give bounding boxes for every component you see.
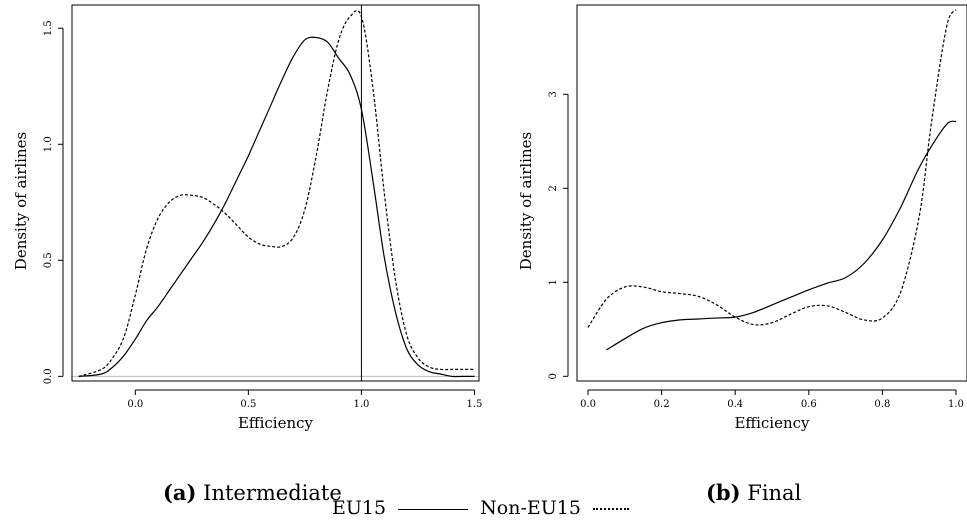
legend: EU15 Non-EU15 <box>0 497 967 519</box>
non-eu15-density-line-b <box>587 9 957 328</box>
plot-frame <box>576 4 967 382</box>
caption-b: (b) Final <box>706 480 801 505</box>
caption-a-text: Intermediate <box>203 481 342 505</box>
panel-b: 0.0 0.2 0.4 0.6 0.8 1.0 0 1 2 3 Efficiency Density … <box>517 4 967 432</box>
x-axis-title: Efficiency <box>238 414 314 432</box>
legend-eu15-line <box>398 508 469 510</box>
caption-a: (a) Intermediate <box>163 480 342 505</box>
legend-non-eu15-label: Non-EU15 <box>480 497 581 519</box>
y-tick-label: 3 <box>548 91 559 97</box>
x-axis-title: Efficiency <box>734 414 810 432</box>
y-tick-label: 1.5 <box>43 20 54 36</box>
x-tick-label: 0.0 <box>580 399 596 410</box>
plot-frame <box>71 4 480 382</box>
x-tick-label: 0.0 <box>127 399 143 410</box>
legend-non-eu15-line <box>592 508 629 510</box>
caption-b-label: (b) <box>706 480 741 505</box>
x-tick-label: 0.5 <box>240 399 256 410</box>
y-axis-title: Density of airlines <box>12 132 30 270</box>
x-tick-label: 0.8 <box>874 399 890 410</box>
x-tick-label: 1.0 <box>353 399 369 410</box>
y-tick-label: 0.0 <box>43 368 54 384</box>
y-tick-label: 2 <box>548 185 559 191</box>
y-tick-label: 1.0 <box>43 136 54 152</box>
x-tick-label: 0.6 <box>801 399 817 410</box>
non-eu15-density-line-a <box>78 9 475 377</box>
y-tick-label: 0 <box>548 373 559 379</box>
eu15-density-line-a <box>78 36 475 378</box>
eu15-density-line-b <box>606 120 957 351</box>
y-tick-label: 0.5 <box>43 252 54 268</box>
x-tick-label: 0.2 <box>654 399 670 410</box>
caption-b-text: Final <box>747 481 802 505</box>
legend-eu15-label: EU15 <box>332 497 387 519</box>
y-axis-title: Density of airlines <box>517 132 535 270</box>
caption-a-label: (a) <box>163 480 197 505</box>
panel-a: 0.0 0.5 1.0 1.5 0.0 0.5 1.0 1.5 Efficiency Densit… <box>12 4 483 432</box>
x-tick-label: 1.5 <box>467 399 483 410</box>
y-tick-label: 1 <box>548 279 559 285</box>
x-tick-label: 1.0 <box>948 399 964 410</box>
x-tick-label: 0.4 <box>727 399 743 410</box>
